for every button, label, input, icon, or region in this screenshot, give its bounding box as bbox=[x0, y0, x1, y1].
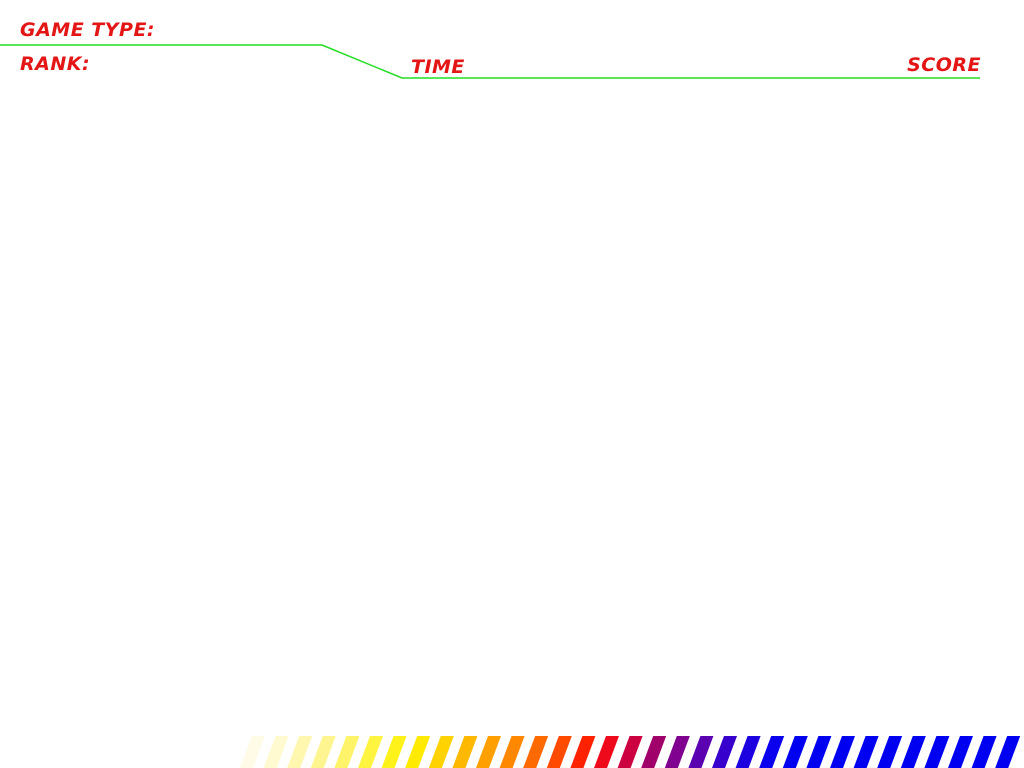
stripe bbox=[523, 736, 549, 768]
time-label: TIME bbox=[411, 56, 465, 78]
stripe bbox=[782, 736, 808, 768]
stripe bbox=[900, 736, 926, 768]
hud-divider-path bbox=[0, 44, 980, 79]
stripe bbox=[735, 736, 761, 768]
stripe bbox=[664, 736, 690, 768]
stripe bbox=[263, 736, 289, 768]
stripe bbox=[310, 736, 336, 768]
score-label: SCORE bbox=[907, 54, 981, 76]
stripe bbox=[971, 736, 997, 768]
stripe bbox=[405, 736, 431, 768]
stripe bbox=[712, 736, 737, 768]
stripe bbox=[641, 736, 667, 768]
stripe bbox=[334, 736, 360, 768]
stripe bbox=[924, 736, 950, 768]
rank-label: RANK: bbox=[20, 53, 91, 75]
stripe bbox=[830, 736, 855, 768]
stripe bbox=[995, 736, 1021, 768]
stripe bbox=[948, 736, 973, 768]
stripe bbox=[476, 736, 501, 768]
stripe bbox=[499, 736, 525, 768]
stripe bbox=[877, 736, 903, 768]
stripe bbox=[594, 736, 619, 768]
stripe bbox=[428, 736, 454, 768]
stripe bbox=[853, 736, 879, 768]
stripe bbox=[287, 736, 313, 768]
stripe bbox=[358, 736, 383, 768]
stripe bbox=[240, 736, 265, 768]
hud-divider-line bbox=[0, 44, 980, 79]
stripe bbox=[381, 736, 407, 768]
game-type-label: GAME TYPE: bbox=[20, 19, 156, 41]
stripe bbox=[617, 736, 643, 768]
rainbow-stripe-bar bbox=[240, 736, 1021, 768]
stripe bbox=[452, 736, 478, 768]
stripe bbox=[546, 736, 572, 768]
stripe bbox=[570, 736, 596, 768]
stripe bbox=[759, 736, 785, 768]
stripe bbox=[688, 736, 714, 768]
stripe bbox=[806, 736, 832, 768]
